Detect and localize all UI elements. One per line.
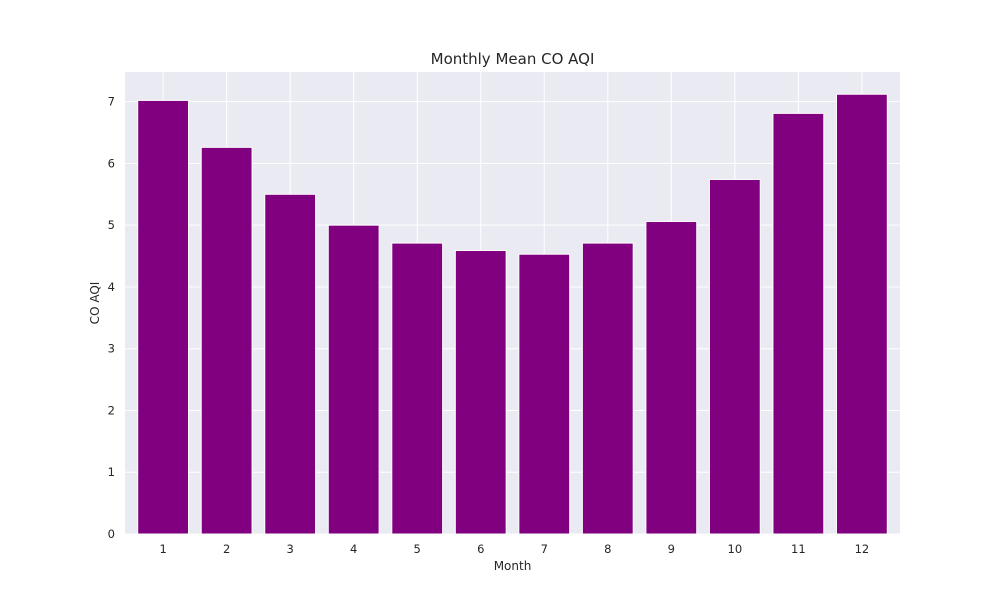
y-tick-label-0: 0 [108,527,115,541]
bar-month-11 [772,112,825,535]
x-tick-labels: 1 2 3 4 5 6 7 8 9 10 11 12 [159,542,869,556]
bar-month-4 [327,224,380,535]
y-tick-label-7: 7 [108,95,115,109]
y-tick-label-5: 5 [108,218,115,232]
x-tick-label-8: 8 [604,542,611,556]
bar-month-2 [200,146,253,535]
y-tick-label-1: 1 [108,465,115,479]
plot-area [125,72,900,534]
x-tick-label-10: 10 [728,542,743,556]
x-tick-label-9: 9 [668,542,675,556]
bar-month-12 [835,93,888,535]
y-tick-labels: 0 1 2 3 4 5 6 7 [108,95,115,541]
x-axis-label: Month [494,559,532,573]
x-tick-label-4: 4 [350,542,357,556]
x-tick-label-6: 6 [477,542,484,556]
bar-month-10 [708,178,761,535]
y-tick-label-6: 6 [108,156,115,170]
bar-month-5 [391,242,444,535]
x-tick-label-12: 12 [855,542,870,556]
x-tick-label-11: 11 [791,542,806,556]
y-tick-label-4: 4 [108,280,115,294]
bars [137,93,888,535]
y-tick-label-2: 2 [108,403,115,417]
bar-month-3 [264,193,317,535]
x-tick-label-5: 5 [414,542,421,556]
y-axis-label: CO AQI [88,282,102,325]
chart-title: Monthly Mean CO AQI [431,50,595,68]
bar-month-1 [137,99,190,535]
x-tick-label-3: 3 [286,542,293,556]
x-tick-label-7: 7 [541,542,548,556]
bar-month-8 [581,242,634,535]
bar-month-6 [454,250,507,535]
x-tick-label-2: 2 [223,542,230,556]
x-tick-label-1: 1 [159,542,166,556]
y-tick-label-3: 3 [108,342,115,356]
bar-month-9 [645,220,698,535]
bar-month-7 [518,253,571,535]
